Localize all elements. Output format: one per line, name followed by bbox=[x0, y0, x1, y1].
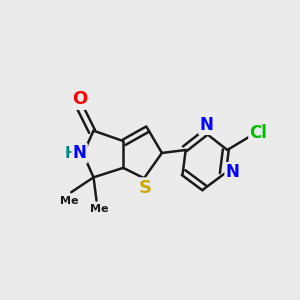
Text: N: N bbox=[226, 163, 240, 181]
Text: Me: Me bbox=[61, 196, 79, 206]
Text: N: N bbox=[200, 116, 213, 134]
Text: Me: Me bbox=[90, 204, 109, 214]
Text: Cl: Cl bbox=[250, 124, 267, 142]
Text: N: N bbox=[73, 144, 86, 162]
Text: O: O bbox=[73, 91, 88, 109]
Text: S: S bbox=[139, 179, 152, 197]
Text: H: H bbox=[64, 146, 77, 161]
